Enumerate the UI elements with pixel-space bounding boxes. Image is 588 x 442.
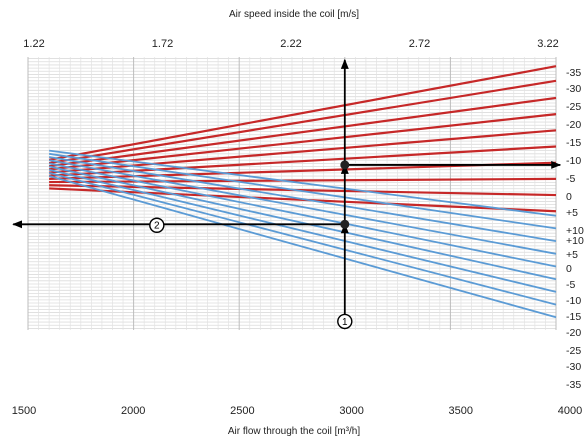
right-scale-label: -20: [566, 119, 581, 131]
right-scale-label: -20: [566, 327, 581, 339]
top-tick-label: 1.72: [152, 38, 173, 50]
red-line-3: [49, 113, 557, 171]
marker-1-label: 1: [342, 317, 348, 328]
right-scale-label: -30: [566, 83, 581, 95]
blue-line-10: [49, 149, 557, 217]
right-scale-label: +10: [566, 225, 584, 237]
annotations-group: 12: [12, 58, 562, 330]
right-scale-label: -25: [566, 101, 581, 113]
blue-line-14: [48, 162, 557, 268]
blue-line-16: [48, 168, 557, 293]
right-scale-label: -15: [566, 137, 581, 149]
red-line-8: [49, 184, 557, 197]
right-scale-label: -35: [566, 379, 581, 391]
blue-line-18: [48, 175, 557, 319]
intersection-point-1: [340, 219, 350, 229]
top-axis-title: Air speed inside the coil [m/s]: [229, 9, 359, 20]
right-scale-label: -30: [566, 361, 581, 373]
right-scale-label: 0: [566, 191, 572, 203]
intersection-point-0: [340, 160, 350, 170]
bottom-tick-label: 3500: [449, 405, 473, 417]
right-scale-label: -10: [566, 155, 581, 167]
bottom-tick-label: 2500: [230, 405, 254, 417]
red-line-1: [48, 79, 557, 165]
right-scale-label: -5: [566, 173, 575, 185]
right-scale-label: +5: [566, 249, 578, 261]
blue-line-17: [48, 171, 557, 306]
bottom-tick-label: 2000: [121, 405, 145, 417]
blue-line-13: [48, 159, 557, 255]
right-scale-label: +5: [566, 207, 578, 219]
blue-line-15: [48, 165, 557, 281]
top-tick-label: 2.72: [409, 38, 430, 50]
bottom-tick-label: 4000: [558, 405, 582, 417]
right-scale-label: -25: [566, 345, 581, 357]
top-tick-label: 3.22: [537, 38, 558, 50]
right-scale-label: +10: [566, 235, 584, 247]
marker-1-circle: [337, 313, 353, 330]
blue-line-11: [48, 152, 557, 230]
bottom-axis-title: Air flow through the coil [m³/h]: [228, 426, 360, 437]
red-line-7: [49, 177, 557, 184]
bottom-tick-label: 1500: [12, 405, 36, 417]
right-scale-label: 0: [566, 263, 572, 275]
right-scale-label: -5: [566, 279, 575, 291]
top-tick-label: 1.22: [23, 38, 44, 50]
red-line-2: [48, 96, 557, 168]
right-scale-label: -15: [566, 311, 581, 323]
blue-line-12: [48, 156, 557, 243]
marker-2-circle: [149, 217, 165, 233]
top-tick-label: 2.22: [280, 38, 301, 50]
axes-group: Air speed inside the coil [m/s] 1.22 1.72 2…: [12, 9, 584, 437]
right-scale-label: -35: [566, 67, 581, 79]
series-group: [48, 65, 557, 319]
right-scale-label: -10: [566, 295, 581, 307]
marker-2-label: 2: [154, 221, 160, 232]
bottom-tick-label: 3000: [339, 405, 363, 417]
red-line-0: [48, 65, 557, 161]
